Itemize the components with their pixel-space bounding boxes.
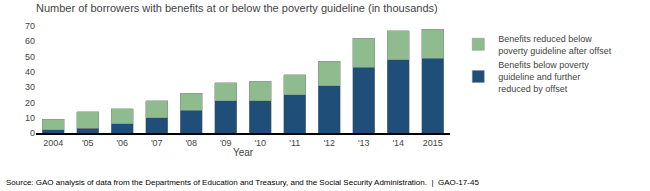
svg-text:20: 20 — [25, 98, 35, 108]
svg-text:'08: '08 — [185, 138, 197, 148]
svg-text:'12: '12 — [323, 138, 335, 148]
svg-text:'07: '07 — [151, 138, 163, 148]
svg-text:'14: '14 — [392, 138, 404, 148]
svg-text:30: 30 — [25, 82, 35, 92]
svg-text:Year: Year — [233, 147, 254, 158]
svg-text:Benefits reduced belowpoverty: Benefits reduced belowpoverty guideline … — [498, 34, 611, 56]
svg-text:Source: GAO analysis of data f: Source: GAO analysis of data from the De… — [6, 178, 479, 187]
svg-text:2004: 2004 — [43, 138, 63, 148]
svg-text:'06: '06 — [116, 138, 128, 148]
svg-text:'10: '10 — [254, 138, 266, 148]
svg-text:50: 50 — [25, 52, 35, 62]
svg-text:'05: '05 — [82, 138, 94, 148]
svg-text:'09: '09 — [220, 138, 232, 148]
svg-text:'13: '13 — [358, 138, 370, 148]
svg-text:Benefits below povertyguidelin: Benefits below povertyguideline and furt… — [498, 60, 589, 93]
svg-text:40: 40 — [25, 67, 35, 77]
svg-text:10: 10 — [25, 113, 35, 123]
svg-text:0: 0 — [30, 128, 35, 138]
svg-text:60: 60 — [25, 36, 35, 46]
svg-text:'11: '11 — [289, 138, 300, 148]
svg-text:2015: 2015 — [423, 138, 443, 148]
svg-text:Number of borrowers with benef: Number of borrowers with benefits at or … — [36, 2, 438, 14]
svg-text:70: 70 — [25, 21, 35, 31]
